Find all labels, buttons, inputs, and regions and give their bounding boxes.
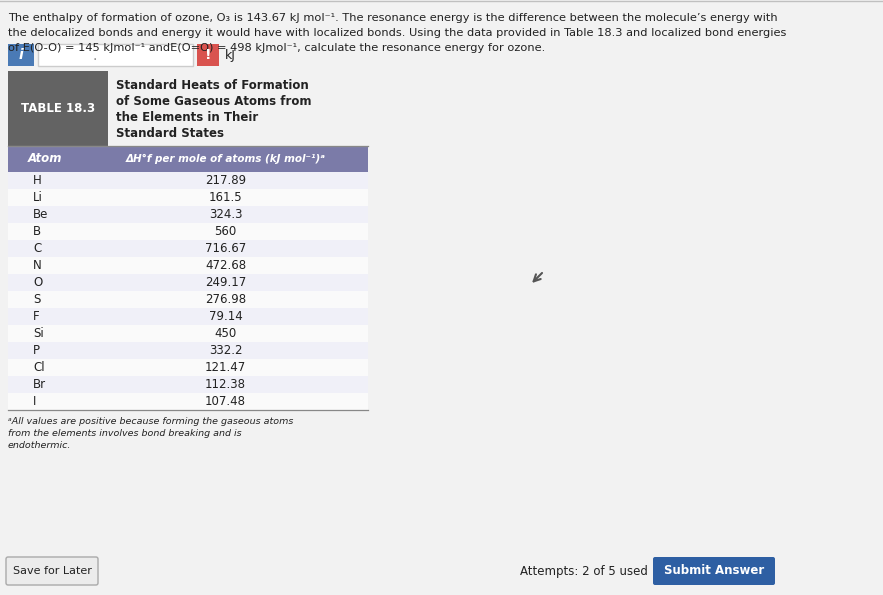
FancyBboxPatch shape xyxy=(653,557,775,585)
Text: Submit Answer: Submit Answer xyxy=(664,565,764,578)
FancyBboxPatch shape xyxy=(83,146,368,172)
Text: the Elements in Their: the Elements in Their xyxy=(116,111,258,124)
Text: 121.47: 121.47 xyxy=(205,361,246,374)
FancyBboxPatch shape xyxy=(8,291,368,308)
Text: Si: Si xyxy=(33,327,44,340)
FancyBboxPatch shape xyxy=(8,189,368,206)
Text: i: i xyxy=(19,48,23,62)
FancyBboxPatch shape xyxy=(8,359,368,376)
Text: 560: 560 xyxy=(215,225,237,238)
Text: I: I xyxy=(33,395,36,408)
Text: from the elements involves bond breaking and is: from the elements involves bond breaking… xyxy=(8,429,242,438)
Text: endothermic.: endothermic. xyxy=(8,441,72,450)
Text: P: P xyxy=(33,344,40,357)
Text: 716.67: 716.67 xyxy=(205,242,246,255)
Text: Li: Li xyxy=(33,191,43,204)
Text: 107.48: 107.48 xyxy=(205,395,246,408)
Text: of E(O-O) = 145 kJmol⁻¹ andE(O=O) = 498 kJmol⁻¹, calculate the resonance energy : of E(O-O) = 145 kJmol⁻¹ andE(O=O) = 498 … xyxy=(8,43,545,53)
FancyBboxPatch shape xyxy=(8,393,368,410)
Text: Save for Later: Save for Later xyxy=(12,566,92,576)
Text: Standard Heats of Formation: Standard Heats of Formation xyxy=(116,79,309,92)
Text: 112.38: 112.38 xyxy=(205,378,246,391)
FancyBboxPatch shape xyxy=(8,325,368,342)
Text: O: O xyxy=(33,276,42,289)
FancyBboxPatch shape xyxy=(197,44,219,66)
Text: H: H xyxy=(33,174,42,187)
Text: of Some Gaseous Atoms from: of Some Gaseous Atoms from xyxy=(116,95,312,108)
FancyBboxPatch shape xyxy=(8,240,368,257)
Text: Atom: Atom xyxy=(27,152,62,165)
Text: The enthalpy of formation of ozone, O₃ is 143.67 kJ mol⁻¹. The resonance energy : The enthalpy of formation of ozone, O₃ i… xyxy=(8,13,778,23)
Text: 161.5: 161.5 xyxy=(208,191,242,204)
Text: Cl: Cl xyxy=(33,361,45,374)
FancyBboxPatch shape xyxy=(8,274,368,291)
Text: ᵃAll values are positive because forming the gaseous atoms: ᵃAll values are positive because forming… xyxy=(8,417,293,426)
Text: 217.89: 217.89 xyxy=(205,174,246,187)
FancyBboxPatch shape xyxy=(8,206,368,223)
Text: TABLE 18.3: TABLE 18.3 xyxy=(21,102,95,115)
Text: the delocalized bonds and energy it would have with localized bonds. Using the d: the delocalized bonds and energy it woul… xyxy=(8,28,787,38)
FancyBboxPatch shape xyxy=(8,223,368,240)
Text: F: F xyxy=(33,310,40,323)
Text: 249.17: 249.17 xyxy=(205,276,246,289)
Text: 332.2: 332.2 xyxy=(208,344,242,357)
FancyBboxPatch shape xyxy=(8,172,368,189)
Text: Attempts: 2 of 5 used: Attempts: 2 of 5 used xyxy=(520,565,648,578)
FancyBboxPatch shape xyxy=(8,257,368,274)
Text: 450: 450 xyxy=(215,327,237,340)
Text: C: C xyxy=(33,242,42,255)
Text: 324.3: 324.3 xyxy=(208,208,242,221)
Text: !: ! xyxy=(205,48,211,62)
Text: 276.98: 276.98 xyxy=(205,293,246,306)
FancyBboxPatch shape xyxy=(6,557,98,585)
FancyBboxPatch shape xyxy=(8,342,368,359)
Text: S: S xyxy=(33,293,41,306)
FancyBboxPatch shape xyxy=(38,44,193,66)
Text: Be: Be xyxy=(33,208,49,221)
Text: Br: Br xyxy=(33,378,46,391)
FancyBboxPatch shape xyxy=(8,376,368,393)
Text: 79.14: 79.14 xyxy=(208,310,242,323)
Text: ΔH°f per mole of atoms (kJ mol⁻¹)ᵃ: ΔH°f per mole of atoms (kJ mol⁻¹)ᵃ xyxy=(125,154,326,164)
Text: 472.68: 472.68 xyxy=(205,259,246,272)
Text: Standard States: Standard States xyxy=(116,127,224,140)
FancyBboxPatch shape xyxy=(8,44,34,66)
FancyBboxPatch shape xyxy=(8,146,83,172)
Text: .: . xyxy=(93,49,97,63)
FancyBboxPatch shape xyxy=(8,308,368,325)
Text: N: N xyxy=(33,259,42,272)
Text: kJ: kJ xyxy=(225,49,236,61)
Text: B: B xyxy=(33,225,42,238)
FancyBboxPatch shape xyxy=(8,71,108,146)
